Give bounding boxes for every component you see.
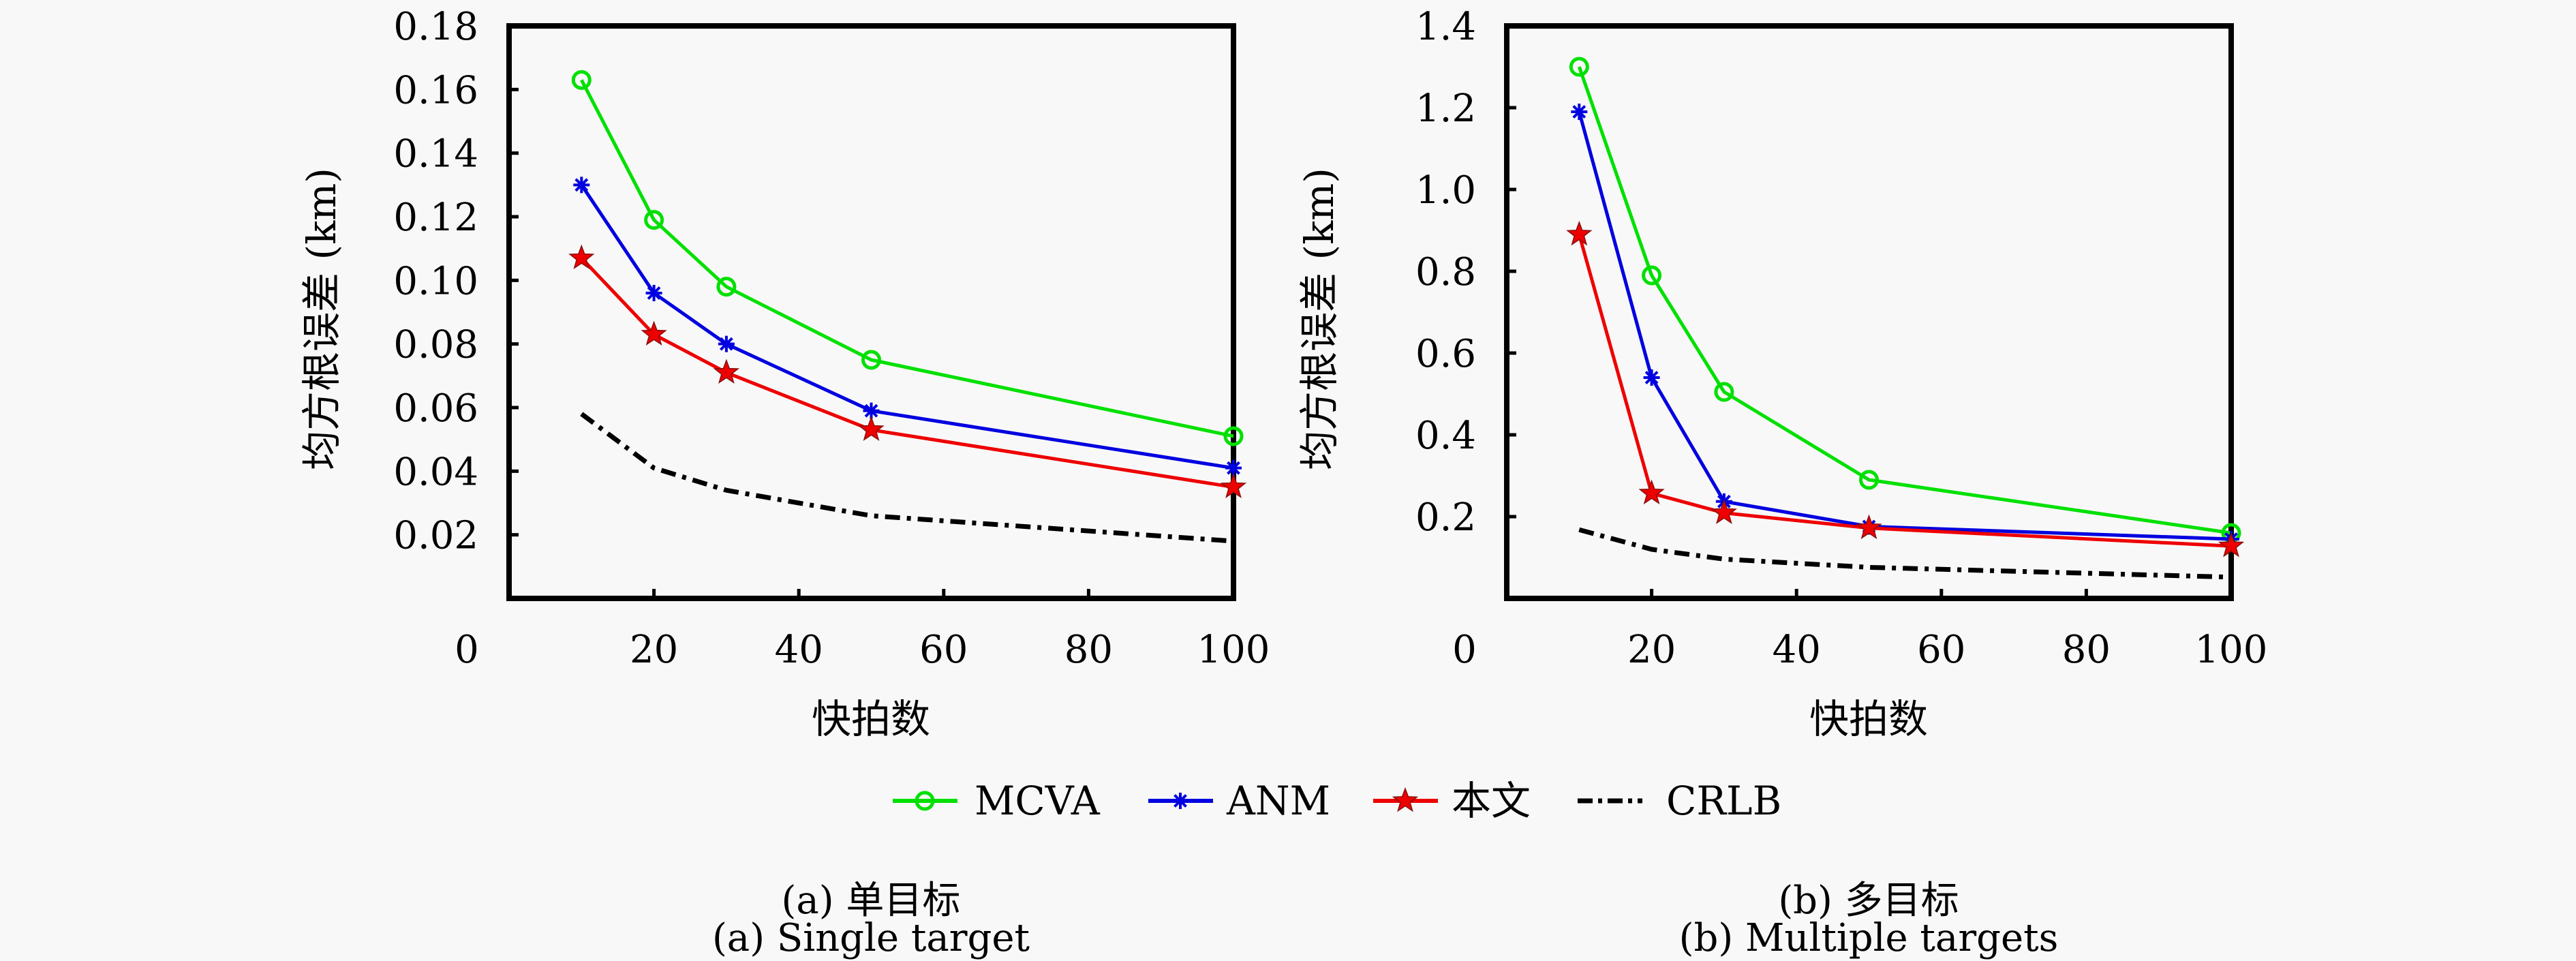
data-point [1571,104,1588,120]
series-proposed [1566,220,2245,558]
data-point [718,335,735,352]
x-axis-label: 快拍数 [1809,696,1928,742]
series-anm [573,177,1242,476]
data-point [644,210,664,230]
legend-label: CRLB [1666,778,1781,824]
x-tick-label: 80 [2062,628,2111,672]
legend-entry: CRLB [1578,778,1781,824]
data-point [1643,369,1660,386]
y-tick-label: 1.2 [1415,87,1476,131]
caption-b-en: (b) Multiple targets [1679,916,2059,960]
legend-entry: ANM [1148,778,1330,824]
series-mcva [1569,57,2241,543]
x-tick-label: 100 [2195,628,2268,672]
y-tick-label: 0.18 [393,5,478,49]
caption-a-en: (a) Single target [712,916,1030,960]
data-point [1642,265,1662,286]
asterisk-stroke [864,403,878,418]
plot-multiple-targets: 0.2 0.4 0.6 0.8 1.0 1.2 1.4 0 20 40 60 80 100 快拍数 均方根误… [1296,5,2267,742]
data-point [645,285,662,301]
x-tick-label: 60 [1917,628,1965,672]
data-point [858,416,885,441]
x-axis-label: 快拍数 [812,696,930,742]
x-tick-label: 0 [1452,628,1477,672]
data-point [1714,382,1734,402]
legend-marker [915,791,935,811]
data-point [863,402,880,419]
data-point [1859,470,1879,490]
data-point [1223,426,1244,446]
data-point [716,277,737,297]
asterisk-stroke [574,178,589,192]
y-tick-label: 1.0 [1415,168,1476,213]
x-tick-label: 40 [1773,628,1821,672]
data-point [1220,473,1247,498]
legend: MCVA ANM 本文 CRLB [893,778,1781,824]
legend-marker [1392,787,1419,812]
y-tick-label: 0.04 [393,450,478,494]
data-point [2218,532,2245,558]
y-tick-label: 0.2 [1415,495,1476,540]
y-tick-label: 0.4 [1415,414,1476,458]
plot-frame [506,23,1236,601]
asterisk-stroke [1227,461,1240,475]
data-point [1856,514,1882,540]
data-point [861,350,881,370]
legend-label: ANM [1226,778,1330,824]
y-tick-label: 0.8 [1415,250,1476,294]
series-line [580,412,1234,544]
x-tick-label: 80 [1064,628,1113,672]
y-tick-label: 0.16 [393,68,478,112]
caption-b-cn: (b) 多目标 [1778,879,1959,923]
y-tick-label: 0.10 [393,259,478,303]
data-point [568,244,595,269]
data-point [1569,57,1589,77]
data-point [1566,220,1593,246]
y-tick-label: 0.12 [393,196,478,240]
x-tick-label: 20 [630,628,678,672]
asterisk-stroke [1174,794,1187,808]
legend-label: MCVA [975,778,1101,824]
x-tick-label: 60 [919,628,968,672]
legend-entry: MCVA [893,778,1101,824]
y-tick-label: 0.6 [1415,332,1476,376]
x-tick-label: 40 [775,628,823,672]
y-axis-label: 均方根误差 (km) [1296,168,1343,470]
y-tick-label: 0.06 [393,386,478,431]
data-point [1638,479,1665,505]
x-tick-label: 100 [1197,628,1270,672]
caption-a-cn: (a) 单目标 [782,879,961,923]
x-tick-label: 20 [1627,628,1676,672]
legend-entry: 本文 [1373,778,1531,824]
y-tick-label: 1.4 [1415,5,1476,49]
data-point [573,177,590,194]
x-tick-label: 0 [455,628,479,672]
series-line [1577,66,2232,535]
y-tick-label: 0.14 [393,132,478,177]
asterisk-stroke [647,286,661,300]
y-tick-label: 0.08 [393,323,478,367]
plot-frame [1504,23,2234,601]
asterisk-stroke [720,337,733,351]
data-point [1711,499,1738,524]
series-line [580,79,1234,438]
plot-single-target: 0.02 0.04 0.06 0.08 0.10 0.12 0.14 0.16 0.18 0 20 4… [298,5,1270,742]
asterisk-stroke [1572,105,1586,119]
data-point [713,359,740,384]
legend-label: 本文 [1452,778,1531,824]
y-tick-label: 0.02 [393,514,478,558]
series-proposed [568,244,1247,498]
asterisk-stroke [1644,371,1659,384]
series-mcva [571,70,1244,446]
data-point [641,320,667,346]
legend-marker [1172,793,1189,809]
series-crlb [580,412,1234,544]
data-point [571,70,592,90]
y-axis-label: 均方根误差 (km) [298,168,345,470]
